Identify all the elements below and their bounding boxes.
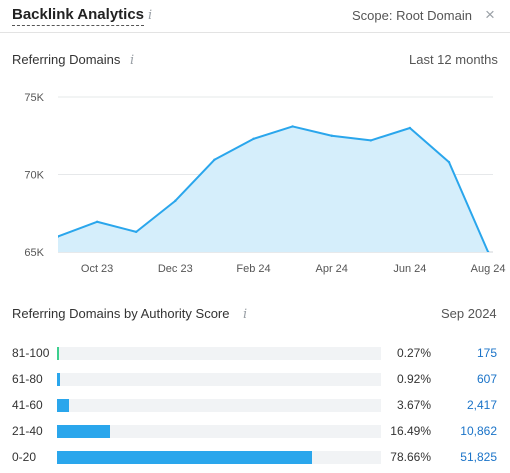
authority-category: 21-40	[12, 424, 43, 438]
widget-header: Backlink Analytics i Scope: Root Domain …	[0, 0, 510, 33]
data-point[interactable]	[408, 126, 412, 130]
y-tick-label: 75K	[24, 92, 44, 104]
authority-row: 41-60 3.67% 2,417	[0, 397, 510, 413]
info-icon[interactable]: i	[243, 307, 248, 322]
authority-bar-track	[57, 373, 381, 386]
data-point[interactable]	[447, 160, 451, 164]
authority-bar	[57, 451, 312, 464]
referring-domains-chart: 65K 70K 75K Oct 23 Dec 23 Feb 24 Apr 24 Jun 24 A…	[24, 92, 506, 275]
data-point[interactable]	[57, 235, 60, 238]
authority-bar	[57, 425, 111, 438]
authority-row: 21-40 16.49% 10,862	[0, 423, 510, 439]
authority-bar	[57, 347, 59, 360]
authority-bar-track	[57, 451, 381, 464]
authority-bar-track	[57, 425, 381, 438]
authority-count-link[interactable]: 607	[476, 372, 497, 386]
authority-count-link[interactable]: 2,417	[466, 398, 497, 412]
x-tick-label: Jun 24	[393, 263, 426, 275]
authority-count-link[interactable]: 51,825	[460, 450, 497, 464]
authority-bar-track	[57, 347, 381, 360]
authority-row: 61-80 0.92% 607	[0, 371, 510, 387]
y-tick-label: 70K	[24, 170, 44, 182]
authority-percent: 3.67%	[396, 398, 431, 412]
data-point[interactable]	[486, 250, 490, 253]
series-area	[58, 126, 493, 252]
authority-bar	[57, 399, 69, 412]
period-label: Last 12 months	[409, 52, 498, 67]
authority-percent: 16.49%	[390, 424, 431, 438]
authority-category: 61-80	[12, 372, 43, 386]
x-tick-label: Dec 23	[158, 263, 193, 275]
referring-domains-label: Referring Domains	[12, 52, 121, 67]
y-tick-label: 65K	[24, 247, 44, 259]
x-tick-label: Feb 24	[236, 263, 270, 275]
authority-row: 81-100 0.27% 175	[0, 345, 510, 361]
info-icon[interactable]: i	[130, 53, 135, 68]
data-point[interactable]	[135, 230, 138, 234]
authority-category: 0-20	[12, 450, 37, 464]
authority-category: 81-100	[12, 346, 50, 360]
authority-bar-track	[57, 399, 381, 412]
data-point[interactable]	[213, 158, 216, 161]
authority-score-date: Sep 2024	[441, 306, 497, 321]
authority-count-link[interactable]: 10,862	[460, 424, 497, 438]
authority-bar	[57, 373, 60, 386]
data-point[interactable]	[291, 125, 294, 128]
authority-count-link[interactable]: 175	[476, 346, 497, 360]
authority-percent: 0.27%	[396, 346, 431, 360]
authority-percent: 0.92%	[396, 372, 431, 386]
info-icon[interactable]: i	[148, 8, 153, 23]
authority-percent: 78.66%	[390, 450, 431, 464]
x-tick-label: Apr 24	[315, 263, 347, 275]
data-point[interactable]	[330, 134, 333, 137]
authority-row: 0-20 78.66% 51,825	[0, 449, 510, 465]
data-point[interactable]	[174, 199, 177, 203]
data-point[interactable]	[252, 137, 255, 141]
data-point[interactable]	[369, 139, 372, 142]
widget-title[interactable]: Backlink Analytics	[12, 6, 145, 26]
close-icon[interactable]: ×	[485, 5, 495, 24]
x-tick-label: Aug 24	[471, 263, 506, 275]
data-point[interactable]	[95, 220, 99, 223]
authority-score-label: Referring Domains by Authority Score	[12, 306, 230, 321]
x-tick-label: Oct 23	[81, 263, 113, 275]
authority-category: 41-60	[12, 398, 43, 412]
scope-label: Scope: Root Domain	[352, 8, 472, 23]
